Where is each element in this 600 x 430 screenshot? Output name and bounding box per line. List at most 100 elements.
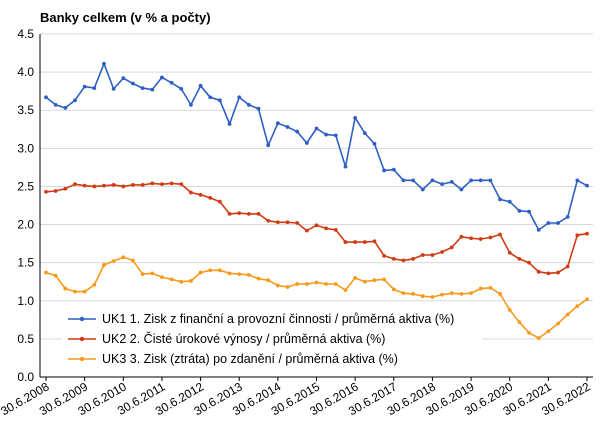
data-point: [556, 221, 560, 225]
data-point: [517, 256, 522, 261]
data-point: [362, 240, 367, 244]
data-point: [44, 189, 48, 194]
data-point: [382, 168, 387, 173]
data-point: [227, 211, 232, 216]
data-point: [353, 276, 358, 280]
data-point: [198, 192, 203, 197]
data-point: [440, 250, 444, 254]
data-point: [343, 164, 348, 169]
legend-box: [62, 305, 482, 369]
data-point: [121, 184, 126, 189]
data-point: [324, 132, 329, 137]
data-point: [440, 182, 444, 187]
data-point: [304, 282, 309, 286]
data-point: [150, 181, 155, 186]
data-point: [556, 321, 560, 326]
y-tick-label: 1.5: [17, 256, 34, 270]
data-point: [150, 271, 155, 276]
data-point: [189, 279, 193, 283]
data-point: [63, 106, 68, 110]
y-tick-label: 2.0: [17, 218, 34, 232]
data-point: [575, 233, 580, 238]
data-point: [82, 289, 87, 294]
legend-label: UK1 1. Zisk z finanční a provozní činnos…: [102, 312, 454, 326]
data-point: [507, 250, 512, 255]
data-point: [430, 295, 435, 299]
data-point: [362, 279, 367, 284]
data-point: [333, 282, 338, 286]
data-point: [169, 80, 174, 85]
legend-swatch-marker: [79, 356, 85, 362]
data-point: [102, 61, 106, 66]
data-point: [227, 122, 232, 126]
data-point: [517, 320, 522, 325]
data-point: [63, 186, 68, 191]
data-point: [449, 179, 454, 184]
data-point: [343, 288, 348, 293]
data-point: [131, 183, 135, 187]
data-point: [208, 95, 213, 100]
data-point: [469, 291, 473, 296]
data-point: [44, 270, 48, 275]
series-1: [44, 61, 589, 232]
y-tick-label: 2.5: [17, 179, 34, 193]
data-point: [189, 190, 193, 195]
data-point: [82, 84, 87, 89]
data-point: [546, 221, 551, 225]
data-point: [585, 231, 589, 236]
data-point: [314, 280, 319, 285]
data-point: [440, 292, 444, 297]
data-point: [478, 286, 483, 291]
data-point: [44, 95, 48, 100]
data-point: [140, 86, 145, 91]
data-point: [382, 253, 387, 258]
data-point: [536, 227, 541, 232]
data-point: [246, 211, 251, 216]
data-point: [314, 126, 319, 131]
data-point: [121, 76, 126, 81]
data-point: [285, 220, 290, 225]
data-point: [469, 178, 473, 183]
data-point: [179, 279, 184, 284]
data-point: [488, 178, 493, 183]
data-point: [256, 106, 261, 111]
data-point: [150, 87, 155, 92]
data-point: [420, 253, 425, 257]
data-point: [353, 240, 358, 244]
data-point: [217, 98, 222, 103]
data-point: [372, 278, 377, 283]
data-point: [498, 197, 502, 202]
data-point: [111, 183, 116, 187]
legend-label: UK3 3. Zisk (ztráta) po zdanění / průměr…: [102, 352, 398, 366]
data-point: [285, 285, 290, 289]
data-point: [459, 292, 464, 296]
y-tick-label: 1.0: [17, 294, 34, 308]
data-point: [295, 221, 300, 225]
data-point: [546, 271, 551, 276]
data-point: [478, 178, 483, 183]
y-tick-label: 0.0: [17, 370, 34, 384]
data-point: [585, 297, 589, 302]
data-point: [488, 285, 493, 290]
data-point: [527, 330, 531, 335]
data-point: [169, 277, 174, 282]
data-point: [411, 178, 416, 183]
data-point: [507, 199, 512, 204]
data-point: [527, 209, 531, 214]
data-point: [585, 183, 589, 188]
data-point: [237, 211, 242, 216]
data-point: [227, 271, 232, 276]
data-point: [53, 102, 58, 107]
chart-title: Banky celkem (v % a počty): [40, 10, 211, 25]
data-point: [198, 270, 203, 275]
data-point: [275, 220, 280, 225]
data-point: [208, 268, 213, 273]
data-point: [401, 178, 406, 183]
data-point: [131, 81, 135, 86]
data-point: [102, 183, 106, 188]
data-point: [391, 256, 396, 261]
data-point: [556, 270, 560, 275]
data-point: [275, 121, 280, 126]
data-point: [527, 260, 531, 265]
